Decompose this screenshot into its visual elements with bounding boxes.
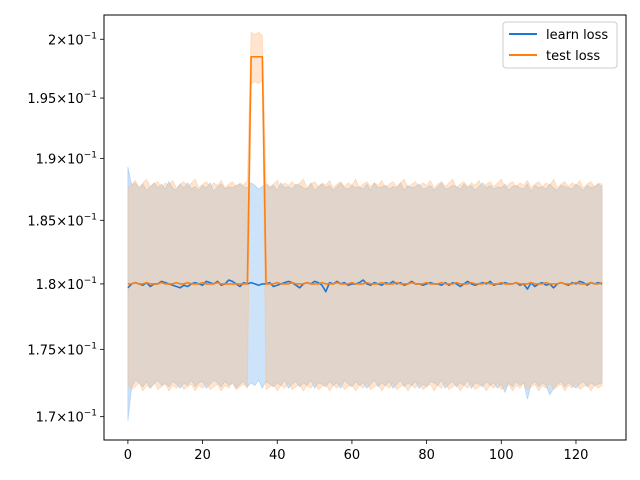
y-tick-label: 1.7×10−1 bbox=[36, 409, 97, 426]
x-tick-label: 120 bbox=[564, 448, 589, 463]
y-tick-label: 1.9×10−1 bbox=[36, 150, 97, 167]
y-axis-ticks: 1.7×10−1 1.75×10−1 1.8×10−1 1.85×10−1 1.9×10… bbox=[27, 31, 104, 426]
y-tick-label: 1.95×10−1 bbox=[27, 90, 97, 107]
x-axis-ticks: 0 20 40 60 80 100 120 bbox=[124, 440, 589, 463]
x-tick-label: 100 bbox=[489, 448, 514, 463]
confidence-bands bbox=[127, 31, 603, 421]
x-tick-label: 40 bbox=[269, 448, 286, 463]
legend: learn loss test loss bbox=[502, 21, 618, 69]
band-test-loss bbox=[127, 31, 603, 392]
series-lines bbox=[127, 55, 603, 293]
x-tick-label: 0 bbox=[124, 448, 132, 463]
y-tick-label: 1.8×10−1 bbox=[36, 276, 97, 293]
axes-frame bbox=[103, 14, 627, 441]
y-tick-label: 1.75×10−1 bbox=[27, 341, 97, 358]
y-tick-label: 2×10−1 bbox=[48, 31, 97, 48]
x-tick-label: 80 bbox=[418, 448, 435, 463]
legend-label-test-loss: test loss bbox=[546, 49, 600, 64]
legend-label-learn-loss: learn loss bbox=[546, 28, 608, 43]
x-tick-label: 20 bbox=[194, 448, 211, 463]
x-tick-label: 60 bbox=[344, 448, 361, 463]
line-test-loss bbox=[127, 55, 603, 285]
y-tick-label: 1.85×10−1 bbox=[27, 212, 97, 229]
